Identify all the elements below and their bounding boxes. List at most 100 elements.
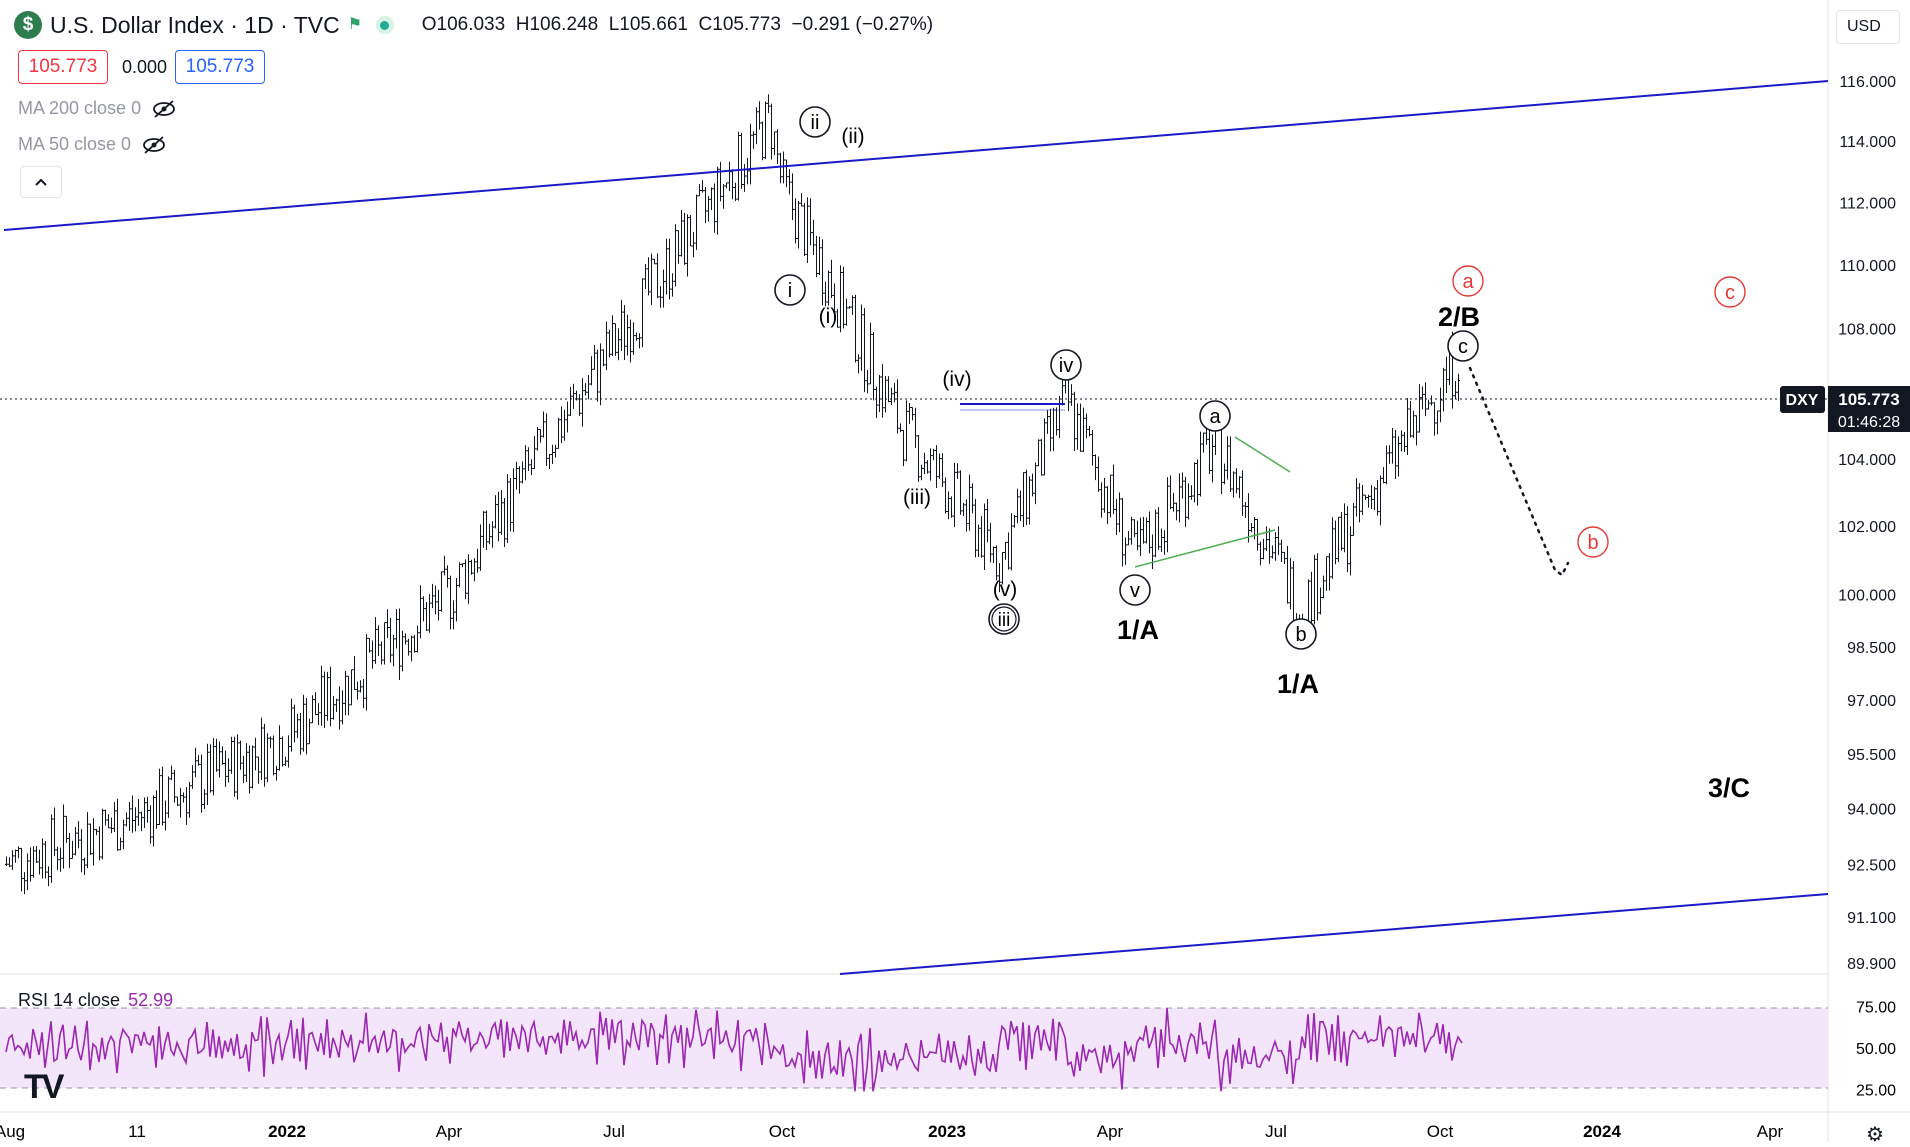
ohlc-bar bbox=[395, 609, 398, 649]
ohlc-bar bbox=[692, 231, 695, 258]
eye-crossed-icon[interactable] bbox=[141, 135, 167, 155]
ma200-legend[interactable]: MA 200 close 0 bbox=[18, 98, 177, 119]
ohlc-bar bbox=[122, 819, 125, 850]
eye-crossed-icon[interactable] bbox=[151, 99, 177, 119]
ohlc-bar bbox=[1046, 409, 1049, 434]
ohlc-bar bbox=[140, 811, 143, 832]
flag-icon[interactable]: ⚑ bbox=[347, 16, 363, 33]
ohlc-bar bbox=[251, 745, 254, 789]
collapse-legend-button[interactable] bbox=[20, 166, 62, 198]
ohlc-bar bbox=[995, 545, 998, 581]
ohlc-bar bbox=[1094, 454, 1097, 481]
time-tick-label: Aug bbox=[0, 1122, 25, 1141]
ohlc-bar bbox=[1241, 470, 1244, 517]
buy-price-box[interactable]: 105.773 bbox=[175, 50, 265, 84]
ohlc-bar bbox=[1367, 494, 1370, 508]
ohlc-bar bbox=[1007, 532, 1010, 570]
ohlc-bar bbox=[1004, 541, 1007, 560]
wave-label-iv-paren: (iv) bbox=[942, 368, 971, 391]
price-tick-label: 89.900 bbox=[1847, 956, 1896, 973]
wave-label-ii-circled: ii bbox=[799, 106, 831, 138]
last-price: 105.773 bbox=[1838, 390, 1899, 409]
ohlc-bar bbox=[1184, 476, 1187, 528]
ma50-legend[interactable]: MA 50 close 0 bbox=[18, 134, 167, 155]
wave-label-3c: 3/C bbox=[1708, 773, 1750, 803]
currency-selector[interactable]: USD bbox=[1836, 10, 1900, 44]
price-tick-label: 100.000 bbox=[1838, 588, 1896, 605]
wave-label-a-red: a bbox=[1452, 265, 1484, 297]
ohlc-bar bbox=[686, 214, 689, 277]
time-tick-label: 11 bbox=[128, 1122, 146, 1141]
ohlc-bar bbox=[1313, 554, 1316, 625]
ohlc-bar bbox=[1397, 436, 1400, 477]
ohlc-bar bbox=[809, 198, 812, 246]
market-status-icon[interactable] bbox=[375, 16, 394, 34]
ohlc-bar bbox=[866, 370, 869, 394]
ohlc-bar bbox=[539, 428, 542, 443]
wave-label-c-red: c bbox=[1714, 276, 1746, 308]
ohlc-bar bbox=[1352, 503, 1355, 537]
ohlc-bar bbox=[788, 169, 791, 195]
ohlc-bar bbox=[62, 804, 65, 869]
ohlc-bar bbox=[821, 239, 824, 306]
tradingview-logo[interactable]: TV bbox=[24, 1068, 64, 1106]
ohlc-bar bbox=[908, 402, 911, 425]
svg-text:a: a bbox=[1209, 406, 1221, 428]
symbol-header[interactable]: $ U.S. Dollar Index · 1D · TVC ⚑ O106.03… bbox=[14, 8, 933, 42]
ohlc-bar bbox=[917, 435, 920, 482]
ohlc-bar bbox=[758, 101, 761, 130]
ohlc-bar bbox=[725, 182, 728, 189]
ohlc-bar bbox=[761, 121, 764, 161]
svg-text:c: c bbox=[1458, 336, 1468, 358]
ohlc-bar bbox=[1250, 523, 1253, 533]
ohlc-bar bbox=[683, 212, 686, 265]
ohlc-bar bbox=[644, 263, 647, 289]
ohlc-bar bbox=[329, 666, 332, 727]
ohlc-bar bbox=[68, 832, 71, 869]
ohlc-bar bbox=[452, 600, 455, 630]
ohlc-bar bbox=[1145, 517, 1148, 544]
ohlc-bar bbox=[1169, 475, 1172, 510]
ohlc-bar bbox=[1382, 467, 1385, 484]
ohlc-bar bbox=[746, 157, 749, 185]
triangle-lower-line bbox=[1134, 529, 1276, 568]
svg-text:v: v bbox=[1130, 580, 1140, 602]
ohlc-bar bbox=[440, 571, 443, 612]
ohlc-bar bbox=[386, 609, 389, 639]
ohlc-bar bbox=[1166, 477, 1169, 553]
symbol-title[interactable]: U.S. Dollar Index · 1D · TVC bbox=[50, 11, 340, 38]
ohlc-bar bbox=[1445, 356, 1448, 393]
ohlc-bar bbox=[35, 845, 38, 864]
ohlc-bar bbox=[1001, 552, 1004, 585]
sell-price-box[interactable]: 105.773 bbox=[18, 50, 108, 84]
ohlc-bar bbox=[182, 792, 185, 803]
ohlc-bar bbox=[1433, 402, 1436, 436]
ohlc-bar bbox=[1196, 459, 1199, 506]
settings-gear-icon[interactable]: ⚙ bbox=[1866, 1124, 1884, 1146]
ohlc-bar bbox=[56, 846, 59, 871]
dollar-logo-icon: $ bbox=[14, 11, 42, 39]
ohlc-bar bbox=[89, 823, 92, 855]
rsi-legend[interactable]: RSI 14 close 52.99 bbox=[18, 990, 173, 1011]
ohlc-bar bbox=[1193, 462, 1196, 503]
wave-label-1a-first: 1/A bbox=[1117, 615, 1159, 645]
ohlc-bar bbox=[1391, 427, 1394, 464]
ohlc-bar bbox=[638, 333, 641, 349]
ohlc-bar bbox=[1112, 464, 1115, 515]
ohlc-bar bbox=[1025, 469, 1028, 526]
ohlc-bar bbox=[437, 589, 440, 621]
ohlc-bar bbox=[1232, 471, 1235, 498]
ohlc-bar bbox=[911, 407, 914, 421]
ohlc-bar bbox=[596, 349, 599, 402]
ohlc-bar bbox=[1052, 407, 1055, 452]
ohlc-bar bbox=[1076, 403, 1079, 450]
ohlc-bar bbox=[41, 838, 44, 879]
change-value: −0.291 (−0.27%) bbox=[791, 14, 934, 35]
ohlc-readout: O106.033 H106.248 L105.661 C105.773 −0.2… bbox=[422, 14, 933, 36]
ohlc-bar bbox=[1355, 478, 1358, 517]
ohlc-bar bbox=[20, 847, 23, 892]
ohlc-bar bbox=[170, 765, 173, 780]
ohlc-bar bbox=[1361, 484, 1364, 515]
